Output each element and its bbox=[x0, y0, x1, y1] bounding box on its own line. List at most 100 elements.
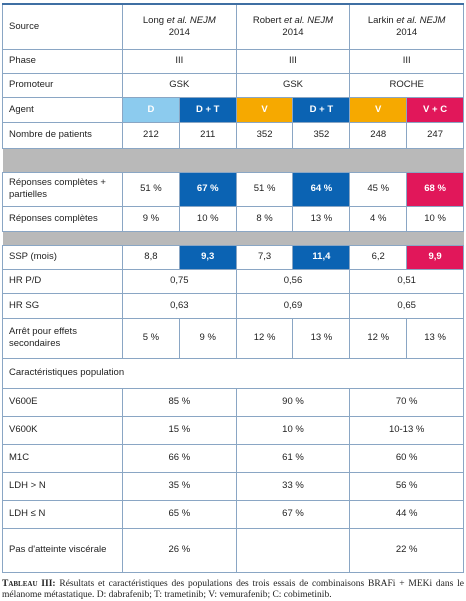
cell: 22 % bbox=[349, 527, 464, 573]
study-header: Long et al. NEJM 2014 bbox=[122, 3, 237, 50]
cell: 13 % bbox=[292, 317, 351, 359]
cell: 51 % bbox=[122, 171, 180, 207]
empty-cell bbox=[235, 527, 351, 573]
table-row: Caractéristiques population bbox=[2, 357, 464, 389]
study-year: 2014 bbox=[168, 26, 190, 38]
cell: 13 % bbox=[406, 317, 464, 359]
cell: 70 % bbox=[349, 387, 464, 417]
cell: 0,63 bbox=[122, 292, 237, 319]
cell: D + T bbox=[292, 96, 351, 123]
row-label: Phase bbox=[2, 48, 123, 74]
table-row: V600K 15 % 10 % 10-13 % bbox=[2, 415, 464, 445]
cell: V bbox=[235, 96, 294, 123]
cell: 7,3 bbox=[235, 244, 294, 270]
table-row: LDH ≤ N 65 % 67 % 44 % bbox=[2, 499, 464, 529]
cell: V + C bbox=[406, 96, 464, 123]
table-row: Phase III III III bbox=[2, 48, 464, 74]
row-label: Pas d'atteinte viscérale bbox=[2, 527, 123, 573]
caption-text: Résultats et caractéristiques des popula… bbox=[2, 579, 464, 600]
table-row: Nombre de patients 212 211 352 352 248 247 bbox=[2, 121, 464, 149]
cell: 9 % bbox=[122, 205, 180, 232]
table-row: Réponses complètes + partielles 51 % 67 % 5… bbox=[2, 171, 464, 207]
cell: 211 bbox=[178, 121, 237, 149]
cell: 90 % bbox=[235, 387, 351, 417]
cell: 247 bbox=[406, 121, 464, 149]
row-label: Agent bbox=[2, 96, 123, 123]
separator bbox=[2, 147, 464, 173]
table-row: Promoteur GSK GSK ROCHE bbox=[2, 72, 464, 98]
row-label: Nombre de patients bbox=[2, 121, 123, 149]
cell: 68 % bbox=[406, 171, 464, 207]
study-author: Robert bbox=[252, 14, 282, 26]
row-label: M1C bbox=[2, 443, 123, 473]
cell: 85 % bbox=[122, 387, 237, 417]
cell: 0,75 bbox=[122, 268, 237, 294]
cell: 8 % bbox=[235, 205, 294, 232]
cell: 5 % bbox=[122, 317, 180, 359]
row-label: HR SG bbox=[2, 292, 123, 319]
cell: 13 % bbox=[292, 205, 351, 232]
row-label: V600E bbox=[2, 387, 123, 417]
cell: 4 % bbox=[349, 205, 408, 232]
cell: 0,65 bbox=[349, 292, 464, 319]
cell: 9 % bbox=[178, 317, 237, 359]
cell: 11,4 bbox=[292, 244, 351, 270]
results-table: Source Long et al. NEJM 2014 Robert et al. … bbox=[2, 3, 464, 573]
caption-label: Tableau III: bbox=[2, 579, 56, 589]
study-journal: et al. NEJM bbox=[166, 14, 216, 26]
table-row bbox=[2, 147, 464, 173]
study-author: Larkin bbox=[367, 14, 394, 26]
cell: 67 % bbox=[235, 499, 351, 529]
cell: GSK bbox=[235, 72, 351, 98]
cell: D + T bbox=[178, 96, 237, 123]
cell: GSK bbox=[122, 72, 237, 98]
cell: D bbox=[122, 96, 180, 123]
cell: 0,69 bbox=[235, 292, 351, 319]
row-label: Réponses complètes bbox=[2, 205, 123, 232]
cell: 10-13 % bbox=[349, 415, 464, 445]
study-year: 2014 bbox=[282, 26, 304, 38]
cell: 61 % bbox=[235, 443, 351, 473]
table-row: SSP (mois) 8,8 9,3 7,3 11,4 6,2 9,9 bbox=[2, 244, 464, 270]
study-year: 2014 bbox=[396, 26, 418, 38]
cell: 51 % bbox=[235, 171, 294, 207]
table-row: M1C 66 % 61 % 60 % bbox=[2, 443, 464, 473]
cell: ROCHE bbox=[349, 72, 464, 98]
table-row: Réponses complètes 9 % 10 % 8 % 13 % 4 % 10 % bbox=[2, 205, 464, 232]
cell: 15 % bbox=[122, 415, 237, 445]
table-row: LDH > N 35 % 33 % 56 % bbox=[2, 471, 464, 501]
cell: III bbox=[235, 48, 351, 74]
cell: 12 % bbox=[235, 317, 294, 359]
cell: 6,2 bbox=[349, 244, 408, 270]
cell: 26 % bbox=[122, 527, 237, 573]
study-header: Robert et al. NEJM 2014 bbox=[235, 3, 351, 50]
cell: 35 % bbox=[122, 471, 237, 501]
cell: 248 bbox=[349, 121, 408, 149]
cell: III bbox=[349, 48, 464, 74]
cell: 352 bbox=[292, 121, 351, 149]
table-row: Source Long et al. NEJM 2014 Robert et al. … bbox=[2, 3, 464, 50]
cell: 0,51 bbox=[349, 268, 464, 294]
row-label: LDH > N bbox=[2, 471, 123, 501]
cell: 9,9 bbox=[406, 244, 464, 270]
row-label: Réponses complètes + partielles bbox=[2, 171, 123, 207]
cell: 212 bbox=[122, 121, 180, 149]
cell: 64 % bbox=[292, 171, 351, 207]
table-row: Arrêt pour effets secondaires 5 % 9 % 12 % 1… bbox=[2, 317, 464, 359]
header-label: Source bbox=[2, 3, 123, 50]
cell: 0,56 bbox=[235, 268, 351, 294]
cell: 67 % bbox=[178, 171, 237, 207]
row-label: HR P/D bbox=[2, 268, 123, 294]
study-journal: et al. NEJM bbox=[396, 14, 446, 26]
row-label: V600K bbox=[2, 415, 123, 445]
cell: 45 % bbox=[349, 171, 408, 207]
cell: 10 % bbox=[406, 205, 464, 232]
cell: 66 % bbox=[122, 443, 237, 473]
cell: 352 bbox=[235, 121, 294, 149]
cell: 8,8 bbox=[122, 244, 180, 270]
cell: 9,3 bbox=[178, 244, 237, 270]
table-row: V600E 85 % 90 % 70 % bbox=[2, 387, 464, 417]
table-row: HR SG 0,63 0,69 0,65 bbox=[2, 292, 464, 319]
row-label: Arrêt pour effets secondaires bbox=[2, 317, 123, 359]
